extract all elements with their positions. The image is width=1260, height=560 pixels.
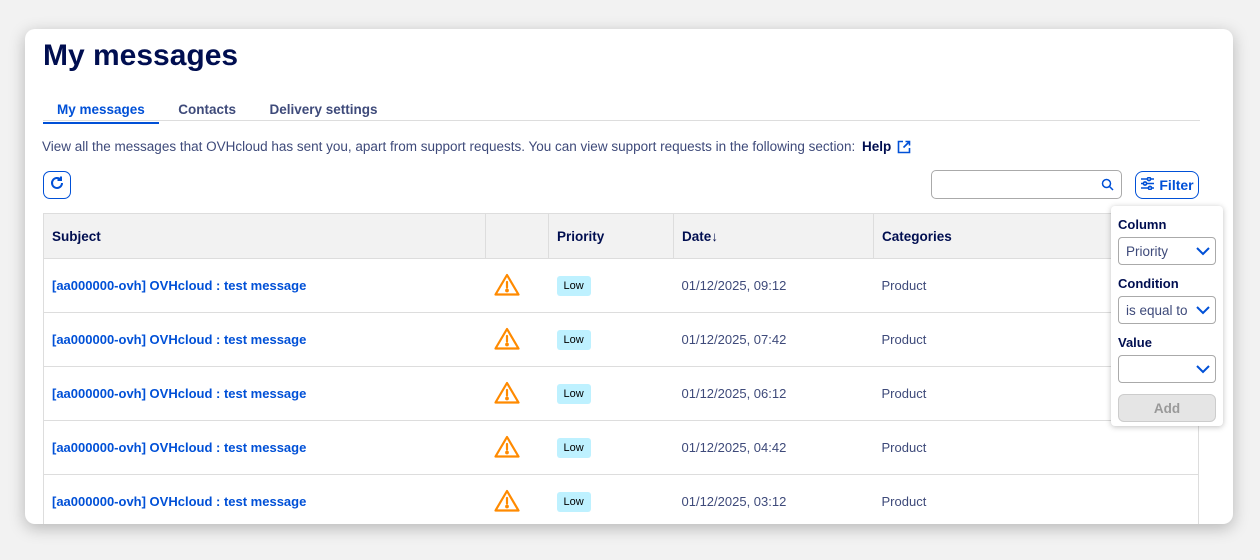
subject-cell: [aa000000-ovh] OVHcloud : test message	[43, 366, 486, 421]
priority-badge: Low	[556, 491, 591, 512]
warning-icon	[493, 327, 520, 353]
table-row: [aa000000-ovh] OVHcloud : test message L…	[43, 420, 1199, 475]
priority-badge: Low	[556, 383, 591, 404]
priority-badge: Low	[556, 437, 591, 458]
table-row: [aa000000-ovh] OVHcloud : test message L…	[43, 366, 1199, 421]
value-select[interactable]	[1118, 355, 1216, 383]
filter-icon	[1140, 176, 1155, 193]
tab-my-messages[interactable]: My messages	[43, 99, 159, 124]
messages-table: Subject Priority Date↓ Categories [aa000…	[43, 213, 1199, 524]
column-select[interactable]: Priority	[1118, 237, 1216, 265]
date-cell: 01/12/2025, 09:12	[673, 258, 874, 313]
date-cell: 01/12/2025, 06:12	[673, 366, 874, 421]
subject-link[interactable]: [aa000000-ovh] OVHcloud : test message	[52, 332, 307, 347]
category-cell: Product	[873, 474, 1199, 524]
col-icon	[485, 213, 549, 259]
icon-cell	[485, 474, 549, 524]
priority-cell: Low	[548, 366, 674, 421]
icon-cell	[485, 312, 549, 367]
subject-cell: [aa000000-ovh] OVHcloud : test message	[43, 312, 486, 367]
warning-icon	[493, 273, 520, 299]
description-text: View all the messages that OVHcloud has …	[42, 139, 856, 154]
col-priority[interactable]: Priority	[548, 213, 674, 259]
table-header: Subject Priority Date↓ Categories	[43, 213, 1199, 259]
subject-link[interactable]: [aa000000-ovh] OVHcloud : test message	[52, 440, 307, 455]
subject-link[interactable]: [aa000000-ovh] OVHcloud : test message	[52, 386, 307, 401]
tabs: My messages Contacts Delivery settings	[43, 99, 1200, 124]
description: View all the messages that OVHcloud has …	[42, 139, 911, 157]
search-input[interactable]	[931, 170, 1122, 199]
warning-icon	[493, 489, 520, 515]
tab-contacts[interactable]: Contacts	[178, 102, 237, 117]
table-row: [aa000000-ovh] OVHcloud : test message L…	[43, 474, 1199, 524]
condition-select-value: is equal to	[1126, 303, 1188, 318]
help-link[interactable]: Help	[862, 139, 911, 154]
search-icon[interactable]	[1101, 178, 1114, 196]
subject-link[interactable]: [aa000000-ovh] OVHcloud : test message	[52, 494, 307, 509]
date-cell: 01/12/2025, 03:12	[673, 474, 874, 524]
table-row: [aa000000-ovh] OVHcloud : test message L…	[43, 312, 1199, 367]
chevron-down-icon	[1196, 365, 1210, 374]
col-subject[interactable]: Subject	[43, 213, 486, 259]
priority-cell: Low	[548, 474, 674, 524]
condition-select[interactable]: is equal to	[1118, 296, 1216, 324]
icon-cell	[485, 366, 549, 421]
icon-cell	[485, 420, 549, 475]
column-select-value: Priority	[1126, 244, 1169, 259]
subject-cell: [aa000000-ovh] OVHcloud : test message	[43, 474, 486, 524]
warning-icon	[493, 381, 520, 407]
filter-panel: Column Priority Condition is equal to Va…	[1111, 206, 1223, 426]
category-cell: Product	[873, 420, 1199, 475]
priority-badge: Low	[556, 329, 591, 350]
chevron-down-icon	[1196, 247, 1210, 256]
value-label: Value	[1118, 335, 1152, 350]
column-label: Column	[1118, 217, 1167, 232]
filter-label: Filter	[1159, 177, 1194, 193]
refresh-icon	[49, 175, 65, 196]
priority-cell: Low	[548, 312, 674, 367]
tab-delivery-settings[interactable]: Delivery settings	[269, 102, 378, 117]
priority-badge: Low	[556, 275, 591, 296]
subject-cell: [aa000000-ovh] OVHcloud : test message	[43, 420, 486, 475]
col-date[interactable]: Date↓	[673, 213, 874, 259]
external-link-icon	[897, 140, 911, 157]
refresh-button[interactable]	[43, 171, 71, 199]
help-link-label: Help	[861, 139, 892, 154]
condition-label: Condition	[1118, 276, 1179, 291]
icon-cell	[485, 258, 549, 313]
date-cell: 01/12/2025, 07:42	[673, 312, 874, 367]
subject-cell: [aa000000-ovh] OVHcloud : test message	[43, 258, 486, 313]
page-title: My messages	[43, 39, 239, 72]
priority-cell: Low	[548, 258, 674, 313]
chevron-down-icon	[1196, 306, 1210, 315]
add-filter-button[interactable]: Add	[1118, 394, 1216, 422]
subject-link[interactable]: [aa000000-ovh] OVHcloud : test message	[52, 278, 307, 293]
messages-card: My messages My messages Contacts Deliver…	[25, 29, 1233, 524]
warning-icon	[493, 435, 520, 461]
filter-button[interactable]: Filter	[1135, 171, 1199, 199]
priority-cell: Low	[548, 420, 674, 475]
table-row: [aa000000-ovh] OVHcloud : test message L…	[43, 258, 1199, 313]
date-cell: 01/12/2025, 04:42	[673, 420, 874, 475]
